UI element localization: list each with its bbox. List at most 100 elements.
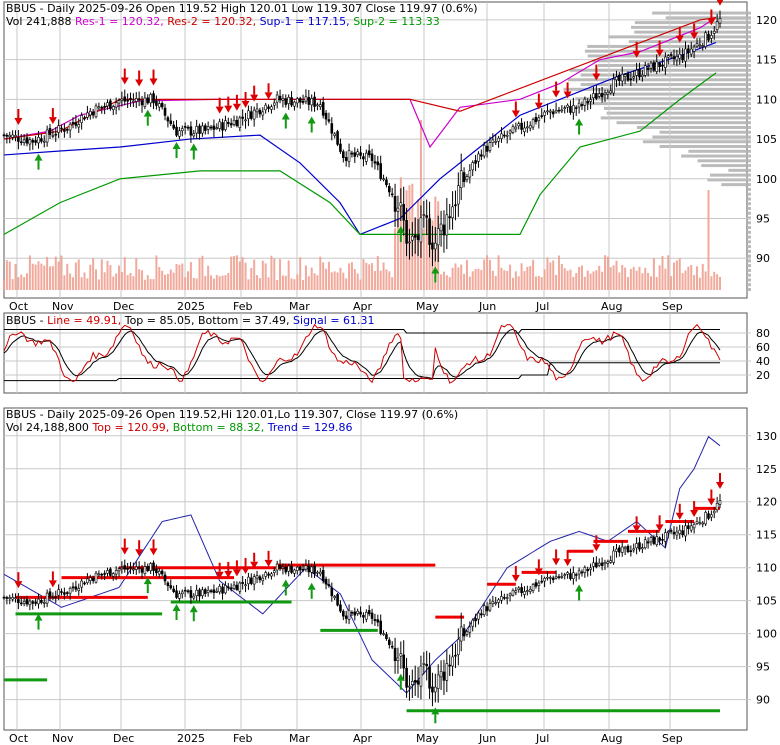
price-x-tick-label: May [416,300,439,313]
trend-candle-body [583,567,587,573]
volume-bar [678,258,681,290]
volume-bar [342,272,345,290]
price-candle-body [310,98,313,106]
volume-profile-bar [659,145,751,149]
trend-candle-body [508,593,512,597]
price-candle-body [5,134,9,137]
price-candle-body [416,235,420,240]
trend-candle-body [57,589,60,596]
trend-x-tick-label: Mar [289,732,310,745]
price-candle-body [465,176,469,180]
trend-candle-body [215,590,219,593]
volume-bar [273,258,276,290]
volume-bar [17,277,20,290]
price-header-line2-part: Res-1 = 120.32, [75,15,167,28]
trend-candle-body [707,513,710,519]
price-candle-body [301,100,305,103]
price-candle-body [370,153,374,161]
price-candle-body [195,126,198,134]
trend-candle-body [597,562,601,566]
volume-profile-bar [747,264,751,268]
trend-candle-body [2,596,6,599]
volume-bar [500,267,503,290]
trend-candle-body [229,587,233,590]
price-buy-arrow [143,109,152,117]
volume-bar [118,265,121,290]
price-candle-body [14,135,17,137]
price-candle-body [109,100,112,110]
trend-buy-arrow [34,613,43,621]
price-candle-body [129,97,132,101]
volume-bar [626,277,629,290]
trend-candle-body [612,550,615,563]
trend-candle-body [169,585,173,589]
volume-bar [549,262,552,290]
volume-profile-bar [587,44,751,48]
price-candle-body [689,48,693,55]
trend-x-tick-label: Aug [601,732,622,745]
volume-bar [445,275,448,290]
trend-sell-arrow [215,571,224,579]
price-candle-body [65,128,69,131]
price-x-tick-label: Nov [52,300,74,313]
price-candle-body [664,56,667,68]
volume-bar [695,266,698,290]
volume-bar [713,271,716,290]
price-candle-body [137,98,141,101]
volume-bar [264,263,267,290]
trend-candle-body [431,686,434,693]
price-candle-body [681,54,684,61]
volume-bar [181,263,184,290]
price-candle-body [517,123,521,127]
price-candle-body [609,90,613,94]
price-candle-body [434,242,437,250]
trend-candle-body [224,585,227,594]
price-candle-body [8,134,12,138]
trend-candle-body [88,577,92,581]
trend-candle-body [434,686,437,693]
price-candle-body [551,111,555,115]
trend-candle-body [296,566,299,571]
volume-bar [230,256,233,290]
volume-bar [474,269,477,290]
trend-candle-body [669,530,673,532]
price-candle-body [203,125,207,131]
volume-bar [448,277,451,290]
trend-candle-body [399,653,403,657]
volume-bar [336,272,339,290]
trend-candle-body [264,572,267,577]
price-candle-body [540,115,544,117]
trend-candle-body [365,612,368,620]
volume-bar [28,255,31,290]
price-candle-body [218,121,221,129]
volume-profile-bar [707,178,751,182]
trend-candle-body [376,619,380,623]
price-candle-body [589,99,592,102]
trend-candle-body [695,521,699,524]
volume-bar [187,271,190,290]
volume-bar [54,256,57,290]
price-candle-body [428,218,431,245]
trend-candle-body [157,570,161,575]
price-candle-body [419,217,423,243]
volume-bar [123,257,126,290]
price-candle-body [106,102,109,107]
price-candle-body [376,161,380,166]
price-candle-body [313,96,316,107]
price-candle-body [140,100,144,106]
volume-bar [330,272,333,290]
volume-bar [152,279,155,290]
volume-bar [629,268,632,290]
price-candle-body [261,111,265,116]
trend-candle-body [201,589,204,597]
trend-candle-body [367,610,371,615]
volume-bar [635,270,638,290]
price-candle-body [528,125,532,129]
volume-bar [572,276,575,290]
volume-profile-bar [747,273,751,277]
trend-candle-body [454,654,457,657]
trend-candle-body [267,573,270,576]
trend-candle-body [221,586,224,594]
volume-bar [235,255,238,290]
oscillator-header-part: Line = 49.91, [47,314,125,327]
